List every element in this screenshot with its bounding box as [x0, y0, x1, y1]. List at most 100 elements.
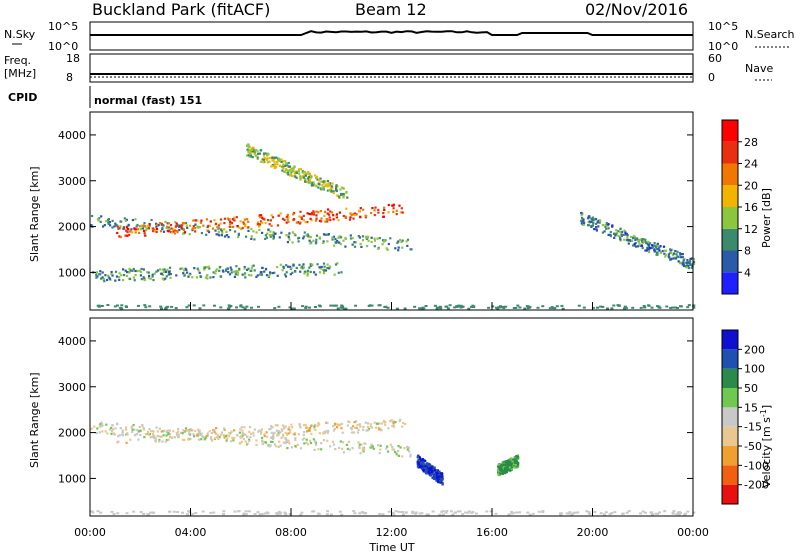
- power-cell: [344, 236, 347, 240]
- power-cell: [381, 243, 384, 246]
- velocity-cell: [278, 440, 281, 443]
- power-cell: [342, 239, 345, 242]
- velocity-cell: [313, 425, 316, 428]
- power-cell: [323, 269, 326, 272]
- velocity-cell: [117, 435, 120, 438]
- power-cell: [219, 222, 222, 225]
- power-cell: [605, 227, 608, 230]
- velocity-cell: [334, 422, 337, 425]
- power-cell: [335, 189, 338, 193]
- power-ground-cell: [159, 305, 163, 308]
- power-cell: [207, 231, 211, 234]
- power-cell: [311, 213, 314, 216]
- power-cell: [151, 275, 154, 278]
- colorbar-tick-label: -50: [744, 440, 762, 453]
- velocity-ground-cell: [283, 511, 287, 514]
- power-cell: [220, 234, 223, 237]
- power-cell: [131, 231, 134, 234]
- power-ground-cell: [516, 304, 520, 307]
- velocity-cell: [318, 432, 321, 435]
- velocity-cell: [500, 463, 503, 467]
- power-cell: [168, 266, 172, 269]
- velocity-cell: [513, 466, 516, 469]
- velocity-ground-cell: [110, 510, 114, 513]
- power-cell: [614, 234, 617, 237]
- power-cell: [253, 152, 256, 155]
- velocity-cell: [432, 476, 435, 480]
- colorbar-tick-label: 15: [744, 401, 758, 414]
- power-cell: [340, 236, 343, 239]
- velocity-cell: [438, 471, 441, 474]
- velocity-cell: [355, 420, 358, 423]
- velocity-ground-cell: [565, 512, 569, 515]
- power-cell: [370, 236, 373, 239]
- power-ground-cell: [174, 307, 178, 310]
- power-cell: [285, 168, 288, 171]
- power-cell: [180, 226, 183, 229]
- power-cell: [316, 263, 319, 266]
- velocity-cell: [164, 440, 167, 443]
- velocity-cell: [168, 429, 171, 432]
- velocity-cell: [113, 433, 116, 436]
- velocity-cell: [247, 438, 251, 441]
- velocity-cell: [263, 433, 266, 436]
- velocity-cell: [139, 433, 142, 437]
- velocity-cell: [506, 462, 509, 465]
- power-cell: [314, 174, 317, 177]
- power-cell: [295, 266, 298, 270]
- power-cell: [386, 248, 389, 251]
- power-cell: [264, 157, 267, 160]
- power-cell: [627, 242, 630, 245]
- power-cell: [335, 213, 338, 216]
- velocity-cell: [184, 427, 188, 430]
- power-cell: [366, 236, 369, 239]
- velocity-cell: [177, 427, 180, 431]
- velocity-cell: [329, 445, 332, 448]
- power-cell: [181, 221, 185, 225]
- velocity-ground-cell: [392, 513, 396, 516]
- power-cell: [690, 266, 693, 269]
- power-cell: [264, 234, 267, 237]
- power-cell: [308, 266, 311, 269]
- velocity-ground-cell: [604, 511, 608, 514]
- power-cell: [235, 269, 238, 273]
- power-cell: [304, 174, 307, 177]
- power-cell: [279, 263, 282, 266]
- power-ground-cell: [591, 306, 595, 309]
- power-cell: [682, 261, 685, 264]
- colorbar-swatch: [722, 349, 738, 369]
- velocity-cell: [261, 442, 264, 446]
- power-cell: [329, 182, 332, 185]
- power-ground-cell: [301, 305, 305, 308]
- power-cell: [670, 251, 673, 254]
- power-cell: [292, 264, 295, 267]
- power-cell: [166, 268, 169, 271]
- power-cell: [286, 218, 289, 221]
- velocity-cell: [305, 438, 308, 441]
- power-cell: [267, 228, 270, 231]
- velocity-cell: [305, 441, 308, 444]
- velocity-cell: [367, 422, 370, 425]
- power-cell: [98, 217, 101, 220]
- velocity-cell: [436, 480, 440, 483]
- velocity-cell: [191, 429, 194, 432]
- power-cell: [318, 179, 321, 182]
- power-cell: [310, 181, 313, 184]
- power-cell: [265, 159, 269, 162]
- power-cell: [626, 236, 629, 239]
- velocity-cell: [372, 447, 375, 450]
- velocity-cell: [188, 432, 191, 435]
- power-cell: [317, 186, 320, 189]
- power-cell: [118, 227, 121, 230]
- velocity-cell: [121, 429, 124, 432]
- power-cell: [95, 273, 98, 276]
- velocity-cell: [366, 429, 370, 432]
- power-cell: [262, 152, 266, 155]
- power-cell: [659, 251, 662, 254]
- power-ground-cell: [470, 305, 473, 308]
- power-cell: [218, 234, 221, 237]
- power-cell: [342, 214, 345, 218]
- velocity-cell: [341, 431, 344, 434]
- power-cell: [265, 236, 268, 239]
- power-cell: [182, 272, 185, 275]
